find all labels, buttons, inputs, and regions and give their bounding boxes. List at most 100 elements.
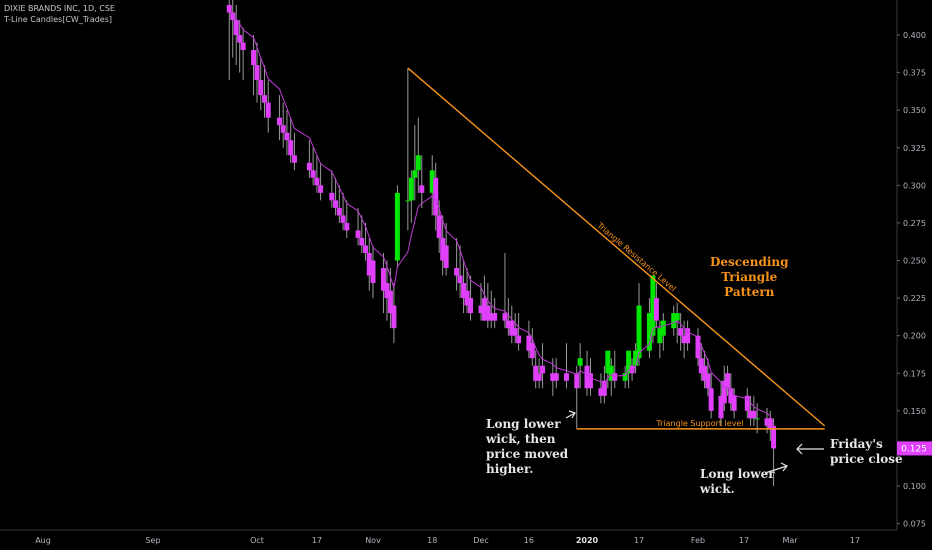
- candle-body: [461, 283, 467, 299]
- time-tick-label: 17: [312, 536, 322, 545]
- candle-body: [622, 373, 628, 381]
- candle-body: [433, 177, 439, 216]
- candle-body: [744, 395, 750, 411]
- candle-body: [633, 350, 639, 366]
- candle-body: [280, 125, 286, 133]
- current-price-badge: 0.125: [897, 441, 932, 456]
- wick1-line1: Long lower: [486, 417, 561, 431]
- time-tick-label: 17: [850, 536, 860, 545]
- candle-body: [660, 320, 666, 336]
- candle-body: [516, 335, 522, 344]
- price-tick-label: 0.075: [903, 520, 926, 529]
- current-price-text: 0.125: [901, 444, 927, 454]
- candle-body: [251, 50, 257, 66]
- candle-body: [485, 305, 491, 321]
- candle-body: [391, 305, 397, 329]
- price-tick-label: 0.225: [903, 294, 926, 303]
- pattern-line3: Pattern: [724, 285, 775, 299]
- candle-body: [310, 170, 316, 178]
- candle-body: [440, 237, 446, 261]
- candle-body: [329, 192, 335, 201]
- candle-body: [240, 42, 246, 51]
- time-tick-label: Nov: [365, 536, 381, 545]
- price-tick-label: 0.300: [903, 181, 926, 190]
- candle-body: [492, 313, 498, 321]
- candle-body: [454, 268, 460, 276]
- candle-body: [384, 283, 390, 299]
- candle-body: [702, 365, 708, 381]
- candle-body: [605, 350, 611, 374]
- candle-body: [550, 373, 556, 381]
- candle-body: [468, 298, 474, 314]
- wick1-line3: price moved: [486, 447, 569, 461]
- candle-body: [394, 192, 400, 261]
- candle-body: [355, 230, 361, 238]
- candle-body: [443, 245, 449, 269]
- price-tick-label: 0.325: [903, 144, 926, 153]
- candle-body: [370, 260, 376, 284]
- price-tick-label: 0.400: [903, 31, 926, 40]
- support-label: Triangle Support level: [655, 419, 743, 428]
- wick2-line2: wick.: [700, 482, 735, 496]
- candle-body: [318, 185, 324, 193]
- candle-body: [754, 418, 760, 420]
- candle-body: [233, 19, 239, 35]
- annotation-arrows: [565, 410, 824, 474]
- candle-body: [708, 388, 714, 411]
- candle-body: [509, 320, 515, 336]
- candle-body: [728, 388, 734, 404]
- candle-body: [481, 298, 487, 321]
- time-tick-label: 17: [634, 536, 644, 545]
- candle-body: [412, 170, 418, 178]
- candle-body: [695, 335, 701, 359]
- wick1-annotation: Long lower wick, then price moved higher…: [486, 417, 568, 477]
- indicator-title: T-Line Candles[CW_Trades]: [4, 15, 113, 24]
- candle-body: [261, 95, 267, 103]
- candles-layer: [226, 0, 777, 486]
- t-line-indicator: [229, 12, 775, 424]
- wick2-line1: Long lower: [700, 467, 775, 481]
- candle-body: [291, 155, 297, 163]
- candle-body: [721, 380, 727, 404]
- pattern-annotation: Descending Triangle Pattern: [710, 255, 789, 300]
- candle-body: [725, 373, 731, 389]
- wick-arrow-2-head: [780, 462, 788, 472]
- time-tick-label: Feb: [691, 536, 705, 545]
- candle-body: [340, 215, 346, 223]
- candle-body: [505, 320, 511, 329]
- candle-body: [553, 373, 559, 381]
- price-tick-label: 0.250: [903, 257, 926, 266]
- close-annotation: Friday's price close: [830, 437, 903, 467]
- time-axis[interactable]: Aug Sep Oct 17 Nov 18 Dec 16 2020 17 Feb 17 Mar 17: [0, 529, 897, 545]
- candle-body: [598, 388, 604, 396]
- candle-body: [771, 425, 777, 449]
- candle-body: [526, 335, 532, 351]
- wick-arrow-1-head: [568, 410, 576, 419]
- candle-body: [629, 365, 635, 374]
- candle-body: [502, 313, 508, 321]
- candle-body: [653, 298, 659, 321]
- candle-body: [584, 365, 590, 389]
- candle-body: [415, 155, 421, 171]
- candle-body: [626, 350, 632, 374]
- candle-body: [258, 80, 264, 96]
- candle-body: [306, 162, 312, 171]
- candle-body: [230, 12, 236, 20]
- candle-body: [636, 305, 642, 359]
- triangle-resistance-line[interactable]: [407, 67, 826, 427]
- candle-body: [408, 177, 414, 201]
- candle-body: [419, 185, 425, 193]
- candle-body: [767, 418, 773, 429]
- price-tick-label: 0.150: [903, 407, 926, 416]
- time-tick-label: Mar: [782, 536, 798, 545]
- candle-body: [698, 358, 704, 374]
- candle-body: [646, 313, 652, 351]
- candle-body: [429, 170, 435, 193]
- candle-body: [366, 252, 372, 276]
- candle-body: [237, 35, 243, 43]
- price-tick-label: 0.100: [903, 482, 926, 491]
- candle-body: [705, 373, 711, 389]
- candle-body: [563, 373, 569, 381]
- candle-body: [685, 328, 691, 344]
